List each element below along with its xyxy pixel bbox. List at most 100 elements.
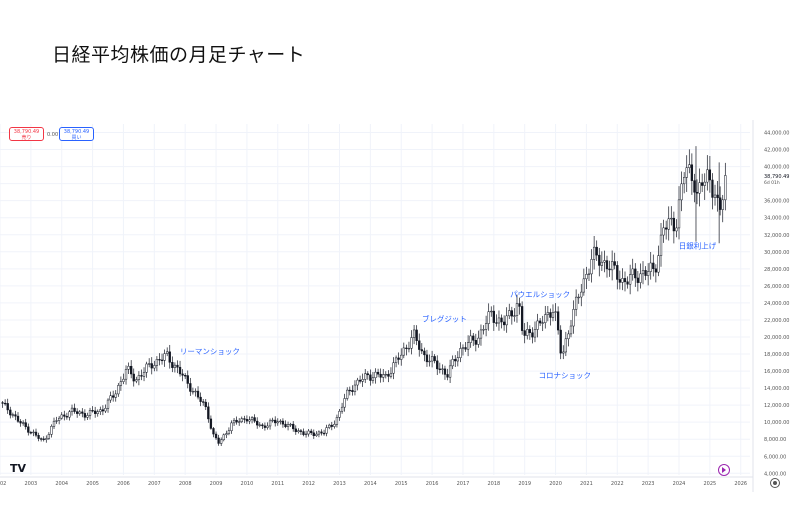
y-tick-label: 30,000.00 [764, 250, 789, 256]
candle-body [590, 259, 593, 275]
y-tick-label: 44,000.00 [764, 131, 789, 137]
candle-body [402, 347, 405, 356]
candle-body [639, 273, 642, 283]
candle-body [418, 340, 421, 350]
candle-body [415, 329, 418, 342]
candle-body [719, 197, 722, 210]
candle-body [536, 320, 539, 330]
candle-body [425, 354, 429, 363]
candle-body [469, 335, 472, 343]
candle-body [564, 338, 567, 353]
y-tick-label: 32,000.00 [764, 233, 789, 239]
candle-body [523, 330, 526, 336]
spread-value: 0.00 [47, 132, 59, 138]
candle-body [546, 312, 549, 315]
x-tick-label: 2018 [487, 481, 500, 487]
candle-body [675, 227, 678, 232]
candle-body [382, 374, 385, 378]
last-price-countdown: 6d 01h [764, 180, 780, 186]
candle-body [304, 433, 308, 436]
candle-body [52, 420, 56, 427]
price-chart[interactable]: 44,000.0042,000.0040,000.0038,000.0036,0… [0, 120, 800, 517]
candle-body [214, 433, 218, 439]
candle-body [683, 177, 686, 185]
candle-body [3, 402, 7, 405]
sell-label: 売り [21, 135, 32, 141]
replay-icon[interactable] [718, 464, 730, 476]
candle-body [315, 433, 318, 436]
x-tick-label: 2006 [117, 481, 130, 487]
candle-body [42, 438, 45, 440]
candle-body [430, 356, 434, 362]
candle-body [101, 409, 105, 412]
candle-body [479, 329, 483, 339]
candle-body [472, 335, 475, 341]
candle-body [520, 306, 524, 331]
buy-price-box[interactable]: 38,790.49 買い [59, 127, 94, 141]
candle-body [454, 359, 457, 362]
candle-body [65, 416, 69, 418]
candle-body [721, 199, 724, 210]
candle-body [528, 329, 531, 333]
x-tick-label: 2011 [271, 481, 284, 487]
x-tick-label: 2014 [364, 481, 377, 487]
sell-price-box[interactable]: 38,790.49 売り [9, 127, 44, 141]
candle-body [145, 363, 148, 373]
candle-body [289, 423, 292, 426]
candle-body [55, 420, 58, 422]
candle-body [724, 175, 727, 201]
candle-body [623, 278, 627, 283]
candle-body [392, 362, 395, 374]
candle-body [78, 411, 81, 414]
candle-body [654, 268, 658, 273]
candle-body [24, 422, 27, 428]
x-tick-label: 2003 [24, 481, 37, 487]
candle-body [320, 431, 323, 434]
candle-body [484, 323, 488, 330]
candle-body [207, 406, 210, 420]
y-tick-label: 26,000.00 [764, 284, 789, 290]
chart-panel[interactable]: 44,000.0042,000.0040,000.0038,000.0036,0… [0, 120, 800, 517]
candle-body [544, 314, 547, 323]
x-tick-label: 2005 [86, 481, 99, 487]
candle-body [690, 164, 694, 181]
x-tick-label: 2022 [611, 481, 624, 487]
chart-annotation: 日銀利上げ [679, 240, 717, 250]
candle-body [225, 433, 228, 436]
x-tick-label: 2010 [241, 481, 254, 487]
x-tick-label: 2007 [148, 481, 161, 487]
candle-body [328, 424, 331, 428]
candle-body [297, 430, 300, 433]
x-tick-label: 2012 [302, 481, 315, 487]
candle-body [240, 418, 243, 422]
candle-body [127, 365, 130, 370]
candle-body [209, 418, 213, 429]
y-tick-label: 34,000.00 [764, 216, 789, 222]
candle-body [379, 373, 382, 378]
candle-body [250, 417, 254, 420]
candle-body [446, 374, 449, 378]
candle-body [554, 311, 557, 313]
x-tick-label: 2013 [333, 481, 346, 487]
candle-body [330, 424, 333, 427]
candle-body [518, 303, 521, 307]
x-tick-label: 2024 [673, 481, 686, 487]
candle-body [487, 311, 490, 324]
y-tick-label: 14,000.00 [764, 386, 789, 392]
candle-body [649, 262, 652, 272]
candle-body [587, 273, 591, 275]
candle-body [405, 347, 408, 349]
last-price-tag [760, 172, 792, 187]
y-tick-label: 42,000.00 [764, 148, 789, 154]
y-tick-label: 24,000.00 [764, 301, 789, 307]
y-tick-label: 12,000.00 [764, 403, 789, 409]
chart-annotation: パウエルショック [510, 290, 570, 299]
settings-icon[interactable] [770, 478, 780, 488]
candle-body [551, 312, 555, 318]
candle-body [361, 379, 364, 382]
x-tick-label: 2004 [55, 481, 68, 487]
candle-body [433, 356, 436, 362]
candle-body [559, 329, 562, 354]
candle-body [163, 353, 166, 361]
candle-body [582, 278, 585, 293]
